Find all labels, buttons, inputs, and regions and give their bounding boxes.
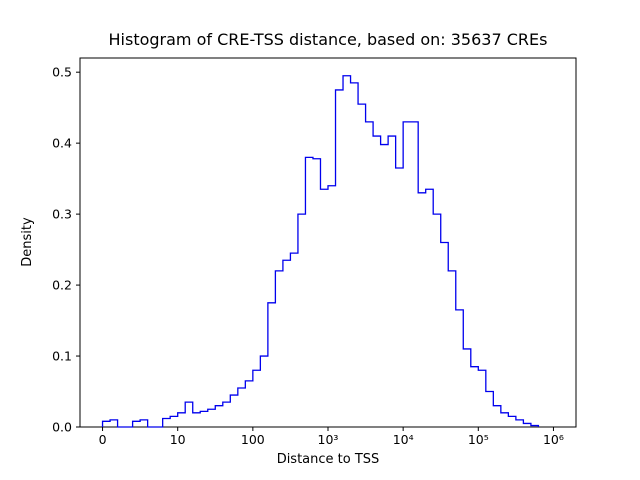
y-axis-label: Density — [20, 217, 35, 267]
x-axis-label: Distance to TSS — [277, 452, 380, 467]
y-tick-label: 0.4 — [52, 136, 72, 151]
x-tick-label: 10⁵ — [468, 432, 489, 447]
plot-title: Histogram of CRE-TSS distance, based on:… — [109, 30, 548, 49]
x-tick-label: 100 — [241, 432, 265, 447]
y-tick-label: 0.2 — [52, 278, 72, 293]
x-tick-label: 10³ — [318, 432, 339, 447]
axis-ticks: 0 10 100 10³ 10⁴ 10⁵ 10⁶ 0.0 0.1 0.2 0.3 0.4 0.5 — [52, 65, 564, 447]
y-tick-label: 0.5 — [52, 65, 72, 80]
x-tick-label: 0 — [99, 432, 107, 447]
x-tick-label: 10⁴ — [393, 432, 414, 447]
y-tick-label: 0.0 — [52, 420, 72, 435]
x-tick-label: 10⁶ — [543, 432, 564, 447]
y-tick-label: 0.3 — [52, 207, 72, 222]
histogram-step-line — [101, 75, 540, 428]
y-tick-label: 0.1 — [52, 349, 72, 364]
x-tick-label: 10 — [170, 432, 186, 447]
plot-frame — [79, 57, 577, 428]
